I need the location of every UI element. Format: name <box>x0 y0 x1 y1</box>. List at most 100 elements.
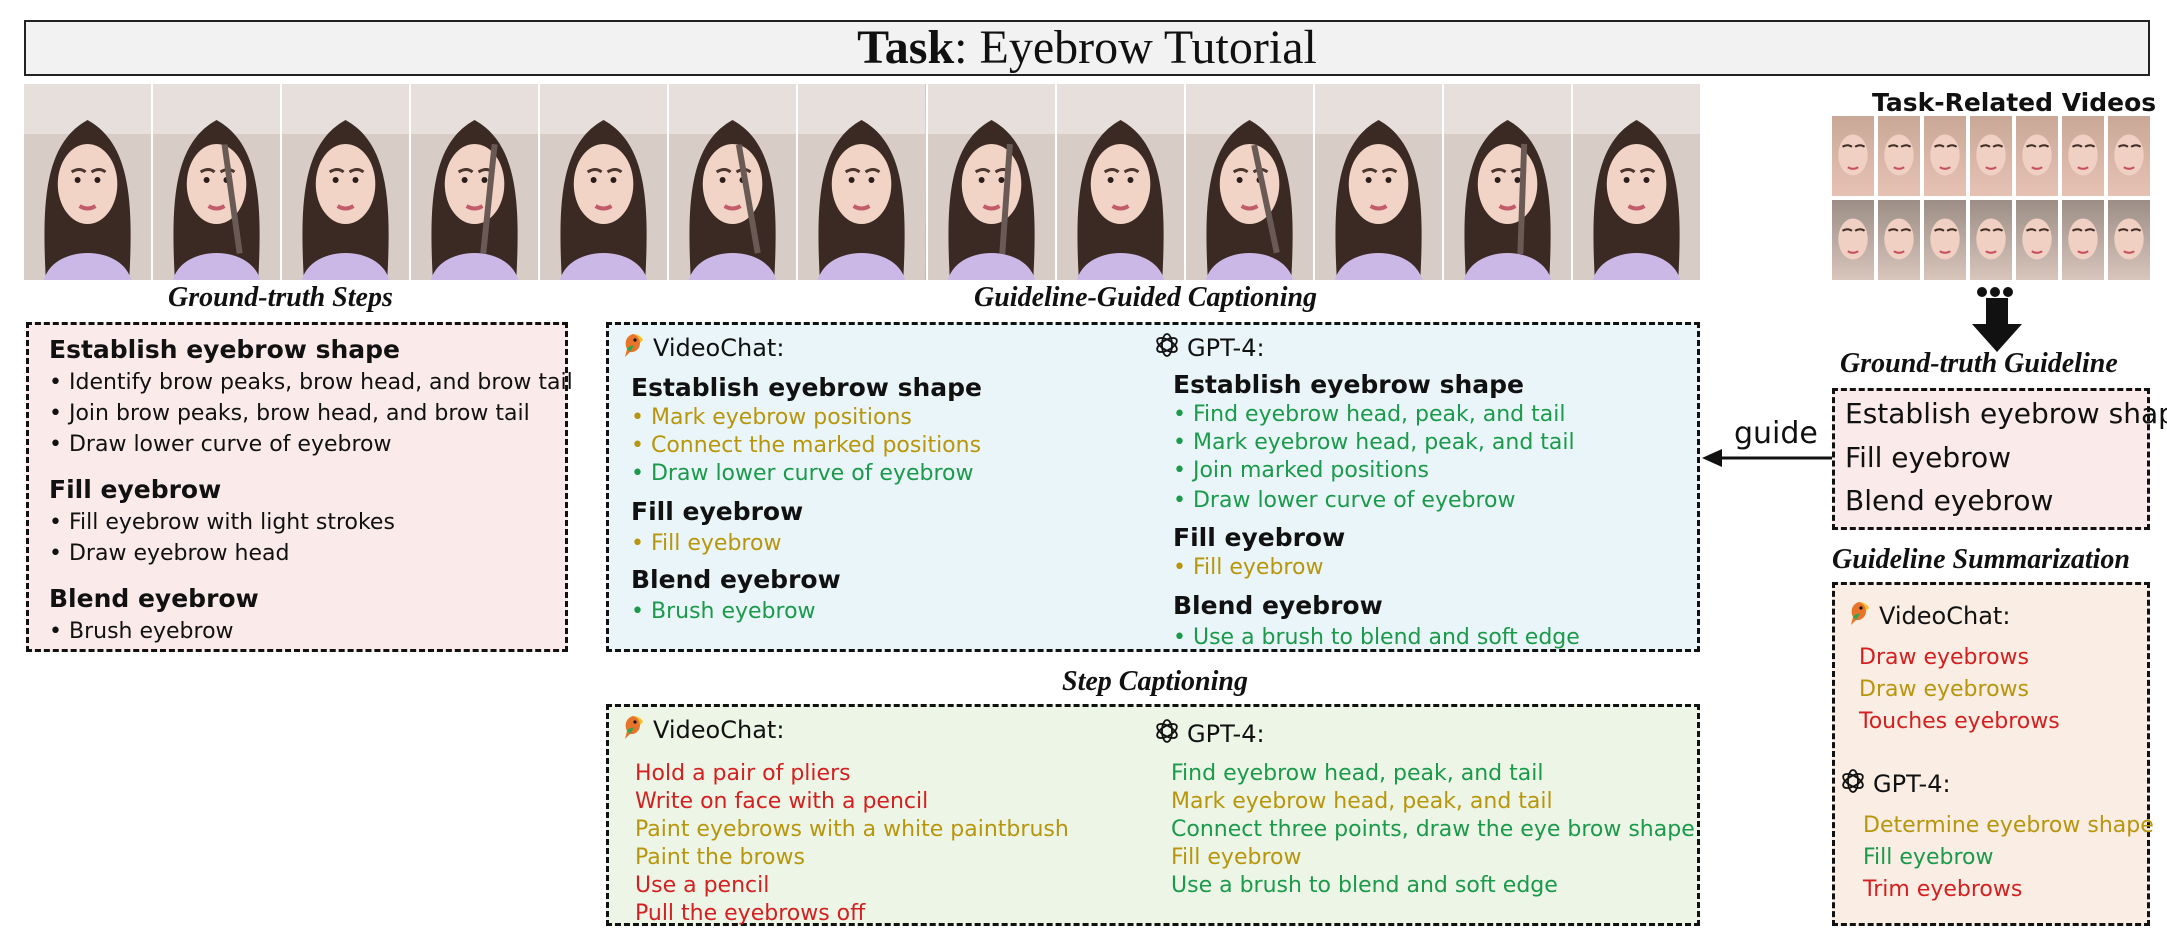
related-video-thumbnail <box>2016 200 2058 280</box>
openai-logo-icon <box>1153 717 1181 751</box>
guided-captioning-heading: Guideline-Guided Captioning <box>974 282 1318 313</box>
gc-gpt-item: Mark eyebrow head, peak, and tail <box>1173 430 1575 455</box>
related-video-thumbnail <box>2108 116 2150 196</box>
sc-gpt-item: Fill eyebrow <box>1171 845 1302 870</box>
gc-vc-item: Mark eyebrow positions <box>631 405 912 430</box>
videochat-parrot-icon <box>619 331 647 365</box>
openai-logo-icon <box>1153 331 1181 365</box>
gpt4-label-text: GPT-4: <box>1873 770 1951 798</box>
gt-step-title: Fill eyebrow <box>49 475 222 504</box>
gt-step-item: Brush eyebrow <box>49 619 234 644</box>
task-related-videos-label: Task-Related Videos <box>1872 88 2157 117</box>
gc-vc-item: Fill eyebrow <box>631 531 781 556</box>
related-video-thumbnail <box>1878 200 1920 280</box>
related-video-thumbnail <box>1924 200 1966 280</box>
gpt4-label-text: GPT-4: <box>1187 720 1265 748</box>
gc-vc-step-title: Blend eyebrow <box>631 565 841 594</box>
task-title-text: : Eyebrow Tutorial <box>954 21 1317 74</box>
sc-vc-item: Use a pencil <box>635 873 770 898</box>
sc-gpt-item: Mark eyebrow head, peak, and tail <box>1171 789 1553 814</box>
video-frame <box>282 84 410 280</box>
gc-gpt-step-title: Fill eyebrow <box>1173 523 1346 552</box>
step-captioning-box: VideoChat: Hold a pair of pliers Write o… <box>606 704 1700 926</box>
gt-step-item: Draw eyebrow head <box>49 541 289 566</box>
related-video-thumbnail <box>1832 200 1874 280</box>
sc-vc-item: Paint eyebrows with a white paintbrush <box>635 817 1069 842</box>
video-frame <box>927 84 1055 280</box>
gc-vc-item: Draw lower curve of eyebrow <box>631 461 974 486</box>
gc-gpt-item: Draw lower curve of eyebrow <box>1173 488 1516 513</box>
related-video-thumbnail <box>1970 200 2012 280</box>
task-title: Task: Eyebrow Tutorial <box>24 20 2150 76</box>
guideline-item: Blend eyebrow <box>1845 484 2054 517</box>
gt-step-title: Blend eyebrow <box>49 584 259 613</box>
guided-captioning-box: VideoChat: Establish eyebrow shape Mark … <box>606 322 1700 652</box>
gt-step-item: Join brow peaks, brow head, and brow tai… <box>49 401 530 426</box>
gc-vc-item: Brush eyebrow <box>631 599 816 624</box>
videochat-label-text: VideoChat: <box>653 716 785 744</box>
gt-step-title: Establish eyebrow shape <box>49 335 401 364</box>
gc-gpt-item: Fill eyebrow <box>1173 555 1323 580</box>
video-frame <box>1443 84 1571 280</box>
gs-gpt-item: Determine eyebrow shape <box>1863 813 2154 838</box>
gs-vc-item: Draw eyebrows <box>1859 677 2029 702</box>
ground-truth-steps-box: Establish eyebrow shape Identify brow pe… <box>26 322 573 652</box>
sc-gpt-item: Find eyebrow head, peak, and tail <box>1171 761 1544 786</box>
ground-truth-guideline-box: Establish eyebrow shape Fill eyebrow Ble… <box>1832 388 2167 530</box>
related-video-thumbnail <box>1970 116 2012 196</box>
gs-vc-item: Draw eyebrows <box>1859 645 2029 670</box>
gc-gpt-step-title: Establish eyebrow shape <box>1173 370 1525 399</box>
video-frame <box>24 84 152 280</box>
more-videos-dots <box>1975 284 2015 298</box>
video-frames-strip <box>24 84 1701 280</box>
videochat-label: VideoChat: <box>619 331 784 365</box>
videochat-parrot-icon <box>1845 599 1873 633</box>
gpt4-label: GPT-4: <box>1153 717 1265 751</box>
ground-truth-steps-heading: Ground-truth Steps <box>168 282 393 313</box>
videochat-parrot-icon <box>619 713 647 747</box>
gt-step-item: Identify brow peaks, brow head, and brow… <box>49 370 573 395</box>
video-frame <box>1314 84 1442 280</box>
gc-vc-item: Connect the marked positions <box>631 433 981 458</box>
guideline-item: Fill eyebrow <box>1845 441 2012 474</box>
guideline-item: Establish eyebrow shape <box>1845 397 2167 430</box>
videochat-label-text: VideoChat: <box>1879 602 2011 630</box>
gs-vc-item: Touches eyebrows <box>1859 709 2060 734</box>
video-frame <box>798 84 926 280</box>
related-video-thumbnail <box>2062 200 2104 280</box>
related-video-thumbnail <box>2062 116 2104 196</box>
videochat-label: VideoChat: <box>619 713 784 747</box>
gpt4-label: GPT-4: <box>1839 767 1951 801</box>
guideline-summarization-heading: Guideline Summarization <box>1832 544 2130 575</box>
gpt4-label-text: GPT-4: <box>1187 334 1265 362</box>
gt-step-item: Draw lower curve of eyebrow <box>49 432 392 457</box>
related-video-thumbnail <box>1878 116 1920 196</box>
gc-gpt-item: Find eyebrow head, peak, and tail <box>1173 402 1565 427</box>
video-frame <box>1056 84 1184 280</box>
video-frame <box>153 84 281 280</box>
gc-gpt-step-title: Blend eyebrow <box>1173 591 1383 620</box>
task-title-bold: Task <box>857 21 955 74</box>
guide-arrow-label: guide <box>1734 416 1818 451</box>
gc-vc-step-title: Fill eyebrow <box>631 497 804 526</box>
left-arrow-icon <box>1700 446 1832 470</box>
videochat-label-text: VideoChat: <box>653 334 785 362</box>
sc-vc-item: Write on face with a pencil <box>635 789 929 814</box>
sc-gpt-item: Use a brush to blend and soft edge <box>1171 873 1558 898</box>
gs-gpt-item: Trim eyebrows <box>1863 877 2023 902</box>
gpt4-label: GPT-4: <box>1153 331 1265 365</box>
gt-step-item: Fill eyebrow with light strokes <box>49 510 395 535</box>
video-frame <box>540 84 668 280</box>
related-video-thumbnail <box>2108 200 2150 280</box>
gc-gpt-item: Use a brush to blend and soft edge <box>1173 625 1580 650</box>
sc-vc-item: Pull the eyebrows off <box>635 901 866 926</box>
related-videos-grid <box>1832 116 2150 280</box>
related-video-thumbnail <box>1924 116 1966 196</box>
related-video-thumbnail <box>1832 116 1874 196</box>
sc-vc-item: Hold a pair of pliers <box>635 761 851 786</box>
sc-vc-item: Paint the brows <box>635 845 805 870</box>
guideline-summarization-box: VideoChat: Draw eyebrows Draw eyebrows T… <box>1832 582 2154 926</box>
sc-gpt-item: Connect three points, draw the eye brow … <box>1171 817 1695 842</box>
gc-vc-step-title: Establish eyebrow shape <box>631 373 983 402</box>
video-frame <box>1572 84 1701 280</box>
